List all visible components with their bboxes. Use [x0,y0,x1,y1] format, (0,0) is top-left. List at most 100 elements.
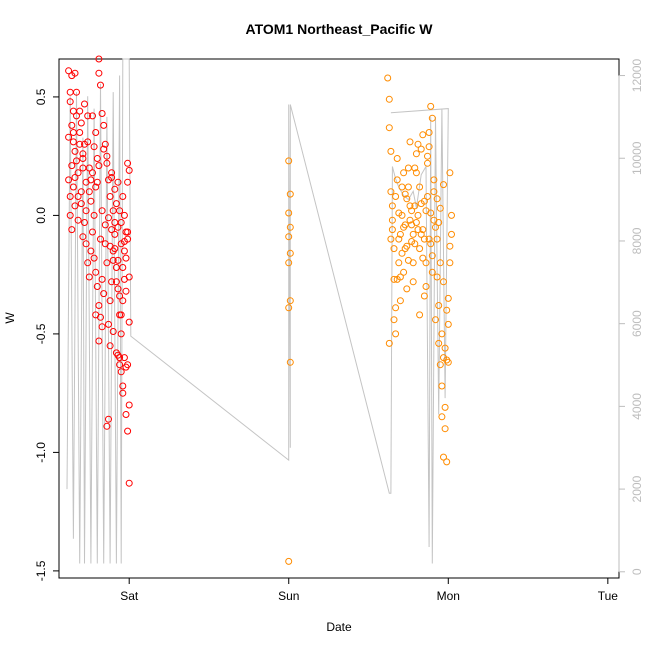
data-point-series-2 [438,330,446,338]
plot-frame [58,58,620,579]
data-point-series-2 [412,169,420,177]
data-point-series-1 [65,133,73,141]
data-point-series-2 [425,129,433,136]
data-point-series-2 [420,197,428,205]
data-point-series-2 [392,304,400,312]
data-point-series-2 [285,304,293,312]
data-point-series-1 [89,228,96,236]
data-point-series-1 [92,183,100,191]
depth-layer [66,58,449,564]
y-tick-label: -1.5 [34,560,48,581]
data-point-series-2 [436,259,444,267]
data-point-series-1 [97,235,104,243]
y-right-tick-label: 12000 [630,59,644,93]
data-point-series-2 [435,219,443,226]
data-point-series-2 [444,320,452,328]
data-point-series-1 [92,129,100,136]
data-point-series-2 [396,297,404,305]
data-point-series-2 [286,358,294,366]
data-point-series-1 [73,88,80,96]
data-point-series-2 [446,169,454,177]
data-point-series-2 [440,453,447,461]
data-point-series-2 [388,216,396,224]
data-point-series-2 [425,235,433,243]
data-point-series-2 [403,195,411,203]
data-point-series-2 [406,202,414,210]
data-point-series-1 [103,152,111,160]
data-point-series-2 [443,306,451,314]
data-point-series-2 [448,230,455,238]
data-point-series-2 [384,74,392,82]
data-point-series-2 [436,204,444,212]
data-point-series-2 [403,285,411,293]
data-point-series-2 [414,226,422,234]
data-point-series-2 [428,252,436,260]
data-point-series-2 [393,155,401,162]
data-point-series-1 [66,98,74,106]
data-point-series-1 [95,162,103,170]
data-point-series-2 [417,230,425,238]
data-point-series-2 [427,102,435,110]
y-right-tick-label: 8000 [630,227,644,254]
data-point-series-1 [125,166,133,174]
data-point-series-1 [79,150,87,158]
data-point-series-2 [390,275,398,283]
x-tick-label: Sat [120,589,139,603]
data-point-series-1 [85,273,93,281]
data-point-series-2 [400,268,408,276]
data-point-series-2 [416,311,424,319]
x-tick-label: Sun [278,589,299,603]
data-point-series-1 [105,415,112,423]
data-point-series-1 [90,254,98,262]
data-point-series-1 [81,219,88,226]
data-point-series-2 [409,278,417,286]
data-point-series-2 [424,159,431,167]
data-point-series-2 [444,358,452,366]
data-point-series-1 [87,176,95,184]
data-point-series-2 [385,95,393,103]
data-point-series-2 [438,382,446,390]
data-point-series-2 [443,458,451,466]
data-point-series-1 [77,200,85,208]
data-point-series-1 [120,211,128,219]
data-point-series-2 [430,176,438,184]
data-point-series-1 [71,69,79,77]
data-point-series-1 [106,193,114,200]
data-point-series-2 [414,140,422,148]
data-point-series-1 [90,211,98,219]
data-point-series-1 [92,268,100,276]
data-point-series-2 [398,183,406,191]
data-point-series-2 [424,193,431,200]
y-tick-label: 0.0 [34,207,48,224]
data-point-series-1 [116,207,124,215]
data-point-series-2 [428,268,436,276]
x-tick-label: Tue [598,589,619,603]
y-tick-label: -0.5 [34,323,48,344]
data-point-series-2 [432,316,439,324]
data-point-series-1 [120,247,128,255]
data-point-series-1 [111,230,119,238]
data-point-series-2 [411,202,419,210]
data-point-series-1 [119,264,127,271]
data-point-series-1 [85,188,93,196]
data-point-series-2 [401,245,409,253]
x-axis: Sat Sun Mon Tue [120,578,618,603]
data-point-series-2 [409,230,417,238]
data-point-series-2 [385,339,393,347]
y-axis-right: 0 2000 4000 6000 8000 10000 12000 [618,59,644,575]
data-point-series-1 [125,318,133,326]
data-point-series-1 [105,320,112,328]
data-point-series-1 [101,140,109,148]
data-point-series-2 [392,330,400,338]
data-point-series-1 [69,138,77,146]
data-point-series-2 [446,242,454,250]
data-point-series-1 [103,422,111,430]
data-point-series-2 [387,235,395,243]
data-point-series-1 [92,311,100,319]
data-point-series-1 [111,185,119,193]
data-point-series-2 [416,245,424,253]
data-point-series-2 [401,190,409,198]
data-point-series-2 [425,143,433,151]
data-point-series-1 [112,200,120,208]
